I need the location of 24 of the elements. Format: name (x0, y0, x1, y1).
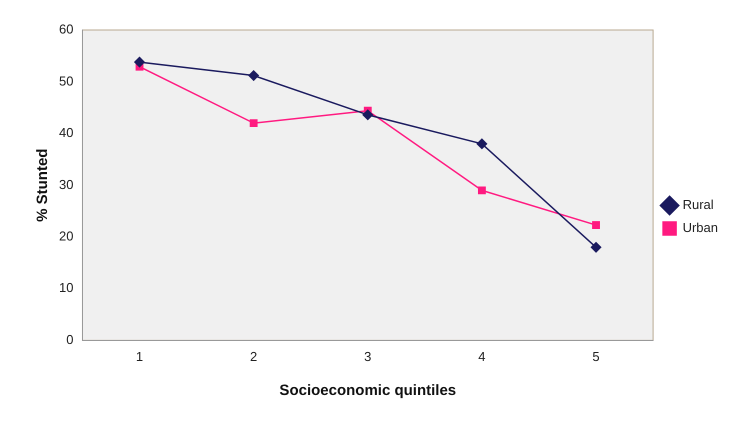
point (590, 242, 602, 253)
y-tick-label: 30 (58, 176, 74, 192)
point (248, 70, 259, 81)
y-axis-title: % Stunted (34, 148, 52, 222)
legend-label: Urban (682, 220, 718, 236)
y-tick-label: 20 (58, 228, 74, 244)
y-tick-label: 0 (66, 332, 74, 347)
point (134, 56, 145, 68)
x-tick-label: 3 (364, 348, 372, 364)
point (476, 138, 488, 150)
x-tick-label: 4 (478, 348, 486, 364)
y-tick-label: 50 (58, 73, 74, 88)
legend-label: Rural (682, 197, 714, 212)
point (362, 110, 374, 120)
y-tick-label: 40 (58, 125, 74, 140)
point (250, 119, 258, 128)
x-axis-title: Socioeconomic quintiles (279, 382, 456, 400)
point (592, 221, 600, 229)
y-tick-label: 60 (58, 22, 74, 37)
x-tick-label: 1 (136, 348, 144, 364)
x-tick-label: 5 (592, 348, 600, 364)
point (478, 186, 486, 194)
x-tick-label: 2 (250, 348, 258, 364)
y-tick-label: 10 (58, 280, 74, 296)
